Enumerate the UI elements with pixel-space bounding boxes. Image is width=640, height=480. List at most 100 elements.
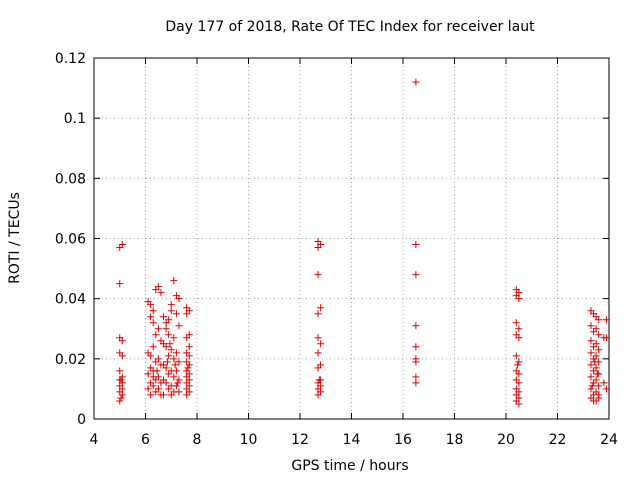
data-point	[590, 343, 598, 351]
grid-lines	[94, 58, 609, 419]
data-point	[595, 382, 603, 390]
axis-ticks	[93, 57, 610, 420]
data-point	[165, 352, 173, 360]
data-point	[149, 343, 157, 351]
data-point	[165, 316, 173, 324]
data-point	[144, 370, 152, 378]
data-point	[147, 301, 155, 309]
data-point	[172, 310, 180, 318]
data-point	[314, 310, 322, 318]
data-point	[587, 322, 595, 330]
data-point	[175, 376, 183, 384]
data-point	[185, 343, 193, 351]
data-point	[117, 376, 125, 384]
data-point	[591, 358, 599, 366]
data-point	[116, 367, 124, 375]
data-point	[149, 382, 157, 390]
y-tick-label: 0.1	[64, 111, 86, 127]
data-point	[165, 385, 173, 393]
data-point	[314, 334, 322, 342]
data-point	[593, 370, 601, 378]
data-point	[590, 397, 598, 405]
data-point	[587, 373, 595, 381]
data-point	[116, 397, 124, 405]
data-point	[160, 313, 168, 321]
data-point	[602, 385, 610, 393]
data-point	[600, 379, 608, 387]
data-point	[412, 358, 420, 366]
data-point	[185, 352, 193, 360]
data-point	[515, 358, 523, 366]
data-point	[167, 346, 175, 354]
data-point	[172, 382, 180, 390]
data-point	[515, 400, 523, 408]
x-tick-labels: 4 6 8 10 12 14 16 18 20 22 24	[90, 432, 618, 448]
data-point	[149, 373, 157, 381]
data-point	[166, 340, 174, 348]
data-point	[602, 316, 610, 324]
x-tick-label: 12	[291, 432, 309, 448]
data-point	[587, 337, 595, 345]
data-point	[116, 280, 124, 288]
x-axis-label: GPS time / hours	[291, 458, 408, 474]
data-point	[167, 391, 175, 399]
data-point	[512, 319, 520, 327]
data-point	[162, 343, 170, 351]
data-point	[588, 382, 596, 390]
data-point	[167, 307, 175, 315]
data-point	[162, 379, 170, 387]
data-point	[118, 352, 126, 360]
x-tick-label: 14	[343, 432, 361, 448]
data-point	[515, 325, 523, 333]
data-point	[515, 379, 523, 387]
data-point	[152, 331, 160, 339]
data-point	[183, 334, 191, 342]
data-point	[602, 334, 610, 342]
data-point	[587, 349, 595, 357]
y-tick-labels: 0 0.02 0.04 0.06 0.08 0.1 0.12	[55, 51, 86, 428]
data-point	[118, 337, 126, 345]
data-point	[165, 331, 173, 339]
data-point	[171, 361, 179, 369]
y-tick-label: 0.08	[55, 171, 86, 187]
data-point	[175, 322, 183, 330]
data-point	[595, 346, 603, 354]
data-point	[412, 343, 420, 351]
x-tick-label: 10	[240, 432, 258, 448]
data-point	[587, 385, 595, 393]
data-point	[515, 370, 523, 378]
y-axis-label: ROTI / TECUs	[7, 192, 23, 284]
data-points	[116, 78, 610, 408]
x-tick-label: 16	[394, 432, 412, 448]
y-tick-label: 0.04	[55, 292, 86, 308]
data-point	[175, 295, 183, 303]
data-point	[147, 313, 155, 321]
data-point	[147, 352, 155, 360]
data-point	[412, 322, 420, 330]
data-point	[170, 277, 178, 285]
data-point	[515, 295, 523, 303]
data-point	[412, 241, 420, 249]
data-point	[160, 391, 168, 399]
data-point	[590, 355, 598, 363]
data-point	[595, 394, 603, 402]
data-point	[412, 379, 420, 387]
data-point	[590, 367, 598, 375]
data-point	[172, 367, 180, 375]
y-tick-label: 0.02	[55, 352, 86, 368]
data-point	[118, 391, 126, 399]
data-point	[595, 331, 603, 339]
data-point	[412, 373, 420, 381]
data-point	[314, 349, 322, 357]
data-point	[117, 394, 125, 402]
x-tick-label: 6	[141, 432, 150, 448]
chart-title: Day 177 of 2018, Rate Of TEC Index for r…	[165, 19, 535, 35]
data-point	[590, 379, 598, 387]
data-point	[514, 361, 522, 369]
data-point	[152, 358, 160, 366]
x-tick-label: 20	[497, 432, 515, 448]
x-tick-label: 22	[549, 432, 567, 448]
data-point	[314, 271, 322, 279]
data-point	[512, 352, 520, 360]
y-tick-label: 0.06	[55, 232, 86, 248]
